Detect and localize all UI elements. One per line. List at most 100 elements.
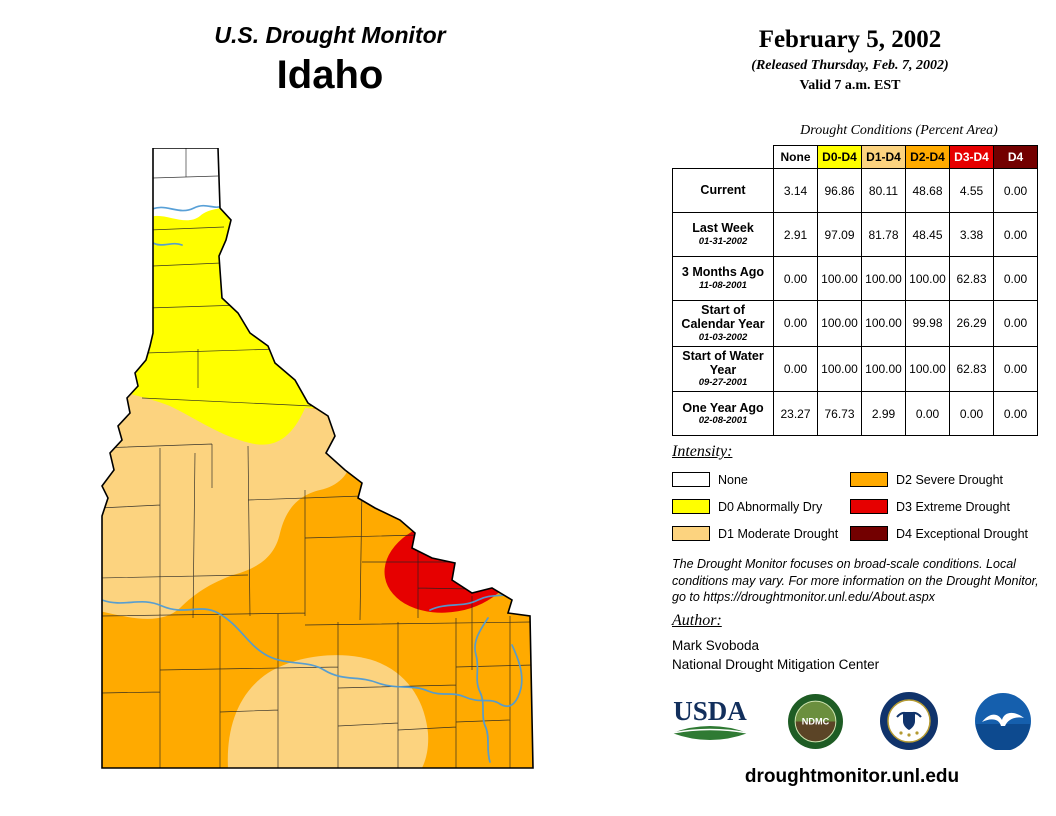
col-header-d4: D4	[993, 145, 1038, 169]
cell-value: 0.00	[949, 391, 994, 437]
d0-swatch	[672, 499, 710, 514]
cell-value: 2.99	[861, 391, 906, 437]
cell-value: 96.86	[817, 168, 862, 213]
cell-value: 80.11	[861, 168, 906, 213]
col-header-d2: D2-D4	[905, 145, 950, 169]
cell-value: 62.83	[949, 256, 994, 301]
d3-swatch	[850, 499, 888, 514]
table-row: Start of Water Year 09-27-2001 0.00 100.…	[672, 345, 1038, 393]
table-row: One Year Ago 02-08-2001 23.27 76.73 2.99…	[672, 391, 1038, 437]
idaho-drought-map	[100, 147, 560, 770]
cell-value: 99.98	[905, 300, 950, 347]
map-title-block: U.S. Drought Monitor Idaho	[100, 22, 560, 98]
cell-value: 0.00	[773, 300, 818, 347]
d1-swatch	[672, 526, 710, 541]
cell-value: 100.00	[861, 256, 906, 301]
svg-text:USDA: USDA	[673, 696, 747, 726]
cell-value: 0.00	[773, 256, 818, 301]
logo-row: USDA NDMC	[668, 690, 1032, 752]
row-label: One Year Ago 02-08-2001	[672, 391, 774, 437]
cell-value: 76.73	[817, 391, 862, 437]
corner-cell	[672, 145, 774, 169]
cell-value: 48.45	[905, 212, 950, 257]
cell-value: 100.00	[861, 345, 906, 393]
date-block: February 5, 2002 (Released Thursday, Feb…	[660, 26, 1040, 94]
legend-item-none: None	[672, 466, 850, 493]
legend-item-d3: D3 Extreme Drought	[850, 493, 1038, 520]
cell-value: 100.00	[817, 256, 862, 301]
cell-value: 3.14	[773, 168, 818, 213]
disclaimer-text: The Drought Monitor focuses on broad-sca…	[672, 557, 1039, 604]
cell-value: 97.09	[817, 212, 862, 257]
map-date: February 5, 2002	[758, 26, 942, 53]
cell-value: 4.55	[949, 168, 994, 213]
cell-value: 0.00	[993, 256, 1038, 301]
cell-value: 81.78	[861, 212, 906, 257]
page-title: U.S. Drought Monitor	[214, 22, 446, 48]
cell-value: 100.00	[905, 256, 950, 301]
noaa-logo-icon	[975, 693, 1031, 750]
row-label: Start of Water Year 09-27-2001	[672, 345, 774, 393]
cell-value: 0.00	[993, 391, 1038, 437]
cell-value: 0.00	[905, 391, 950, 437]
cell-value: 100.00	[817, 345, 862, 393]
d4-swatch	[850, 526, 888, 541]
commerce-seal-icon	[880, 692, 938, 750]
col-header-d0: D0-D4	[817, 145, 862, 169]
author-title: Author:	[672, 612, 722, 629]
table-header-row: None D0-D4 D1-D4 D2-D4 D3-D4 D4	[672, 145, 1038, 169]
author-name: Mark Svoboda	[672, 638, 760, 653]
footer-url: droughtmonitor.unl.edu	[744, 766, 960, 787]
cell-value: 100.00	[905, 345, 950, 393]
release-date: (Released Thursday, Feb. 7, 2002)	[751, 58, 949, 73]
usda-logo-icon: USDA	[671, 696, 749, 740]
row-date: 01-03-2002	[698, 331, 748, 343]
col-header-d3: D3-D4	[949, 145, 994, 169]
row-label: Current	[672, 168, 774, 213]
state-outline	[101, 147, 534, 769]
cell-value: 23.27	[773, 391, 818, 437]
cell-value: 0.00	[993, 345, 1038, 393]
col-header-none: None	[773, 145, 818, 169]
table-row: Start of Calendar Year 01-03-2002 0.00 1…	[672, 300, 1038, 347]
cell-value: 0.00	[773, 345, 818, 393]
cell-value: 0.00	[993, 300, 1038, 347]
ndmc-logo-icon: NDMC	[788, 693, 843, 749]
cell-value: 3.38	[949, 212, 994, 257]
drought-conditions-table: None D0-D4 D1-D4 D2-D4 D3-D4 D4 Current …	[672, 145, 1038, 437]
row-date: 02-08-2001	[698, 415, 748, 427]
county-boundaries	[102, 148, 533, 768]
table-row: Current 3.14 96.86 80.11 48.68 4.55 0.00	[672, 168, 1038, 213]
cell-value: 100.00	[861, 300, 906, 347]
cell-value: 26.29	[949, 300, 994, 347]
cell-value: 100.00	[817, 300, 862, 347]
state-name: Idaho	[276, 53, 384, 97]
table-row: Last Week 01-31-2002 2.91 97.09 81.78 48…	[672, 212, 1038, 257]
legend-title: Intensity:	[672, 443, 733, 460]
idaho-map-svg	[101, 147, 534, 769]
row-label: 3 Months Ago 11-08-2001	[672, 256, 774, 301]
author-organization: National Drought Mitigation Center	[672, 657, 880, 672]
rivers	[102, 204, 523, 763]
svg-text:NDMC: NDMC	[802, 716, 830, 726]
legend-item-d0: D0 Abnormally Dry	[672, 493, 850, 520]
row-label: Start of Calendar Year 01-03-2002	[672, 300, 774, 347]
table-row: 3 Months Ago 11-08-2001 0.00 100.00 100.…	[672, 256, 1038, 301]
cell-value: 0.00	[993, 168, 1038, 213]
legend-item-d2: D2 Severe Drought	[850, 466, 1038, 493]
row-label: Last Week 01-31-2002	[672, 212, 774, 257]
cell-value: 62.83	[949, 345, 994, 393]
legend-item-d4: D4 Exceptional Drought	[850, 520, 1038, 547]
row-date: 11-08-2001	[699, 279, 747, 291]
d2-swatch	[850, 472, 888, 487]
cell-value: 48.68	[905, 168, 950, 213]
none-swatch	[672, 472, 710, 487]
table-title: Drought Conditions (Percent Area)	[800, 123, 998, 138]
valid-time: Valid 7 a.m. EST	[799, 78, 901, 93]
legend-item-d1: D1 Moderate Drought	[672, 520, 850, 547]
row-date: 09-27-2001	[698, 377, 748, 389]
row-date: 01-31-2002	[698, 235, 748, 247]
cell-value: 0.00	[993, 212, 1038, 257]
legend: None D0 Abnormally Dry D1 Moderate Droug…	[672, 466, 1038, 547]
cell-value: 2.91	[773, 212, 818, 257]
